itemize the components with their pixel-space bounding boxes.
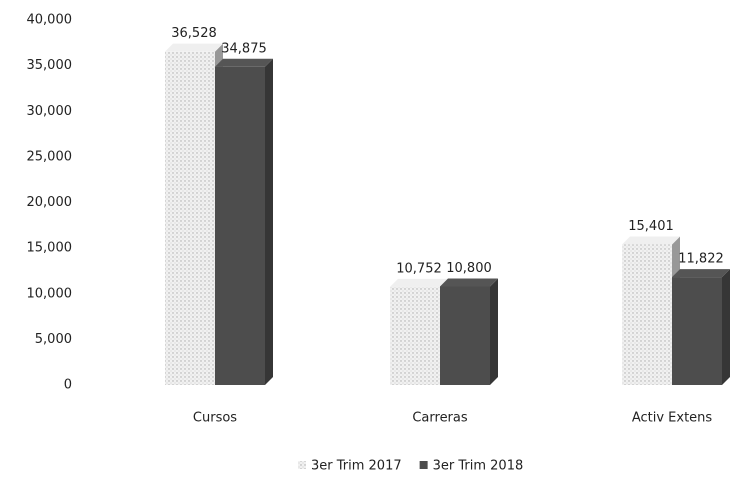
legend-swatch — [298, 461, 306, 469]
data-label: 10,800 — [446, 261, 492, 276]
bar — [165, 51, 215, 385]
y-tick-label: 25,000 — [27, 149, 73, 164]
bar-top — [440, 278, 498, 287]
bar-top — [215, 58, 273, 67]
data-label: 36,528 — [171, 26, 217, 41]
legend-label: 3er Trim 2017 — [311, 459, 402, 474]
x-tick-label: Cursos — [193, 411, 237, 426]
bar-top — [622, 236, 680, 245]
data-label: 34,875 — [221, 41, 267, 56]
y-tick-label: 5,000 — [35, 332, 72, 347]
bar-side — [265, 58, 273, 385]
data-label: 10,752 — [396, 261, 442, 276]
y-tick-label: 20,000 — [27, 195, 73, 210]
x-tick-label: Carreras — [412, 411, 468, 426]
bar-top — [672, 269, 730, 278]
bar-top — [390, 278, 448, 287]
data-label: 11,822 — [678, 252, 724, 267]
x-tick-label: Activ Extens — [632, 411, 713, 426]
y-tick-label: 35,000 — [27, 58, 73, 73]
y-tick-label: 0 — [64, 378, 72, 393]
legend-swatch — [419, 461, 428, 469]
bar-side — [722, 269, 730, 385]
y-tick-label: 40,000 — [27, 13, 73, 28]
data-label: 15,401 — [628, 219, 674, 234]
bar — [672, 277, 722, 385]
bar — [215, 66, 265, 385]
y-tick-label: 15,000 — [27, 241, 73, 256]
bar — [440, 286, 490, 385]
bar — [390, 286, 440, 385]
y-tick-label: 30,000 — [27, 104, 73, 119]
bar-top — [165, 43, 223, 52]
legend-label: 3er Trim 2018 — [433, 459, 524, 474]
bar-side — [490, 278, 498, 385]
y-tick-label: 10,000 — [27, 286, 73, 301]
bar — [622, 244, 672, 385]
